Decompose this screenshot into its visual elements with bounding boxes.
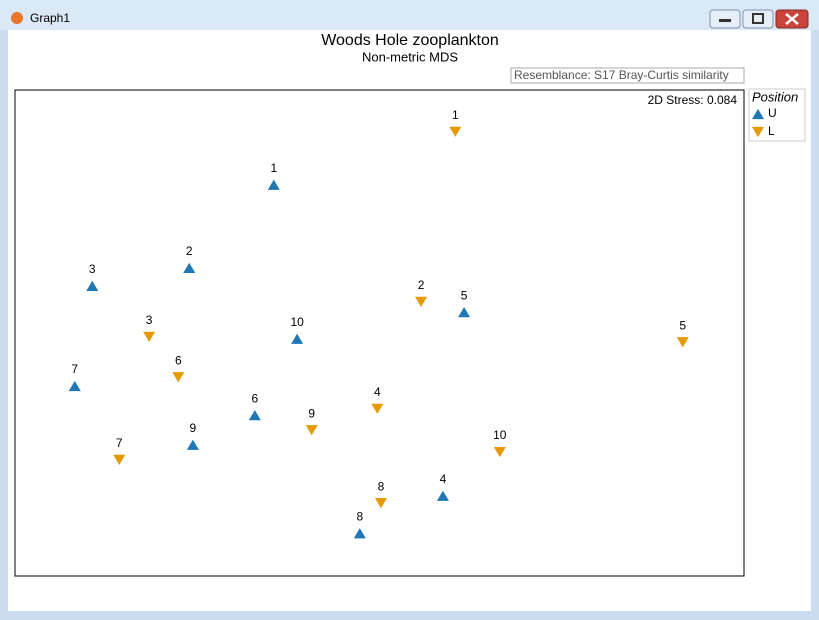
legend-marker bbox=[752, 126, 764, 138]
point-label: 6 bbox=[175, 353, 182, 367]
point-label: 1 bbox=[270, 161, 277, 175]
point bbox=[68, 380, 81, 392]
legend-marker bbox=[752, 108, 764, 120]
point-label: 10 bbox=[493, 428, 507, 442]
title-bar bbox=[0, 0, 819, 30]
point-label: 8 bbox=[378, 479, 385, 493]
point bbox=[371, 403, 384, 414]
point-label: 10 bbox=[290, 315, 304, 329]
point bbox=[172, 372, 185, 383]
point-label: 1 bbox=[452, 108, 459, 122]
point-label: 6 bbox=[251, 391, 258, 405]
point bbox=[493, 446, 506, 458]
point bbox=[374, 498, 387, 509]
point-label: 5 bbox=[461, 288, 468, 302]
point-label: 3 bbox=[146, 313, 153, 327]
resemblance-box bbox=[510, 67, 745, 84]
legend-label: L bbox=[768, 124, 775, 138]
app-icon bbox=[11, 12, 23, 24]
minimize-icon bbox=[719, 19, 731, 22]
maximize-icon bbox=[752, 13, 764, 24]
point bbox=[86, 280, 99, 291]
point-label: 7 bbox=[116, 436, 123, 450]
point bbox=[458, 307, 471, 318]
point bbox=[415, 296, 428, 307]
point bbox=[113, 454, 126, 465]
resemblance-label: Resemblance: S17 Bray-Curtis similarity bbox=[514, 68, 729, 82]
point-label: 2 bbox=[186, 244, 193, 258]
point-label: 3 bbox=[89, 262, 96, 276]
point bbox=[248, 410, 261, 421]
point-label: 2 bbox=[418, 278, 425, 292]
point-label: 4 bbox=[374, 385, 381, 399]
point-label: 5 bbox=[679, 318, 686, 332]
point bbox=[449, 126, 462, 137]
point-label: 8 bbox=[356, 509, 363, 523]
point-label: 4 bbox=[440, 472, 447, 486]
point bbox=[186, 439, 199, 450]
point bbox=[353, 528, 366, 539]
point bbox=[436, 490, 449, 501]
close-icon bbox=[785, 13, 799, 25]
legend-label: U bbox=[768, 106, 777, 120]
point-label: 7 bbox=[71, 362, 78, 376]
point bbox=[291, 333, 304, 344]
point bbox=[267, 179, 280, 190]
point-label: 9 bbox=[308, 406, 315, 420]
legend-title: Position bbox=[752, 89, 798, 104]
point bbox=[183, 262, 196, 273]
point bbox=[676, 337, 689, 348]
chart-title: Woods Hole zooplankton bbox=[321, 32, 499, 49]
point bbox=[143, 331, 156, 342]
point bbox=[305, 425, 318, 436]
plot-frame bbox=[14, 89, 745, 577]
maximize-button[interactable] bbox=[742, 9, 774, 29]
stress-label: 2D Stress: 0.084 bbox=[648, 93, 738, 107]
point-label: 9 bbox=[190, 421, 197, 435]
chart-subtitle: Non-metric MDS bbox=[362, 49, 458, 64]
window-title: Graph1 bbox=[30, 11, 70, 25]
